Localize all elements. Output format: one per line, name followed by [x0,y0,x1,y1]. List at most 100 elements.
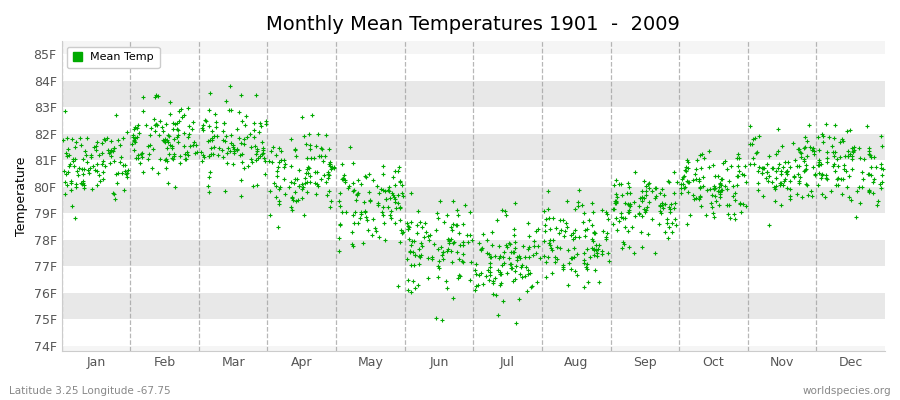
Legend: Mean Temp: Mean Temp [68,47,159,68]
Point [590,246,605,252]
Point [202,169,217,175]
Point [351,220,365,226]
Point [289,198,303,204]
Point [256,155,271,161]
Point [599,211,614,217]
Point [652,202,667,209]
Point [139,122,153,128]
Point [488,275,502,282]
Point [197,154,211,160]
Point [350,191,365,197]
Point [713,194,727,200]
Point [595,251,609,258]
Point [538,258,553,265]
Point [614,210,628,216]
Point [714,182,728,188]
Point [634,194,649,201]
Point [614,213,628,220]
Point [574,202,589,208]
Point [619,190,634,196]
Point [833,175,848,182]
Point [412,260,427,267]
Point [474,247,489,254]
Point [661,235,675,242]
Point [795,194,809,200]
Point [160,137,175,143]
Point [730,173,744,180]
Point [346,220,361,226]
Point [791,146,806,152]
Point [224,107,238,114]
Point [410,230,424,236]
Point [297,212,311,218]
Point [419,229,434,235]
Point [495,254,509,260]
Point [832,154,847,160]
Point [857,156,871,162]
Point [519,264,534,270]
Point [63,160,77,167]
Point [401,236,416,242]
Point [824,143,839,149]
Point [258,158,273,164]
Point [734,209,748,216]
Point [634,229,648,236]
Point [752,164,766,170]
Point [253,120,267,126]
Point [67,162,81,169]
Point [428,315,443,322]
Point [507,226,521,232]
Point [632,210,646,216]
Point [458,202,473,208]
Point [453,272,467,279]
Point [625,224,639,230]
Point [766,165,780,171]
Bar [61,81,885,107]
Point [634,188,649,195]
Point [346,243,360,249]
Point [160,132,175,138]
Point [127,135,141,141]
Point [238,122,253,128]
Point [541,205,555,212]
Point [579,264,593,270]
Point [336,176,350,182]
Point [170,134,184,140]
Point [278,191,293,198]
Point [94,160,109,167]
Point [783,164,797,170]
Point [381,204,395,210]
Point [609,198,624,204]
Point [649,185,663,191]
Point [62,162,77,169]
Point [446,198,460,204]
Point [452,272,466,278]
Point [357,173,372,179]
Point [824,187,838,194]
Point [852,154,867,161]
Point [158,164,173,171]
Point [414,240,428,246]
Point [636,178,651,184]
Point [68,139,83,145]
Point [855,184,869,190]
Point [510,254,525,260]
Point [803,144,817,150]
Point [788,157,802,163]
Point [555,266,570,272]
Point [202,188,216,195]
Point [831,162,845,169]
Point [661,216,675,222]
Point [60,169,75,175]
Point [207,133,221,140]
Point [205,135,220,142]
Point [271,224,285,230]
Point [796,158,811,164]
Point [254,123,268,129]
Point [835,176,850,182]
Point [664,220,679,226]
Point [295,195,310,201]
Point [626,198,641,205]
Point [182,123,196,129]
Point [284,207,299,213]
